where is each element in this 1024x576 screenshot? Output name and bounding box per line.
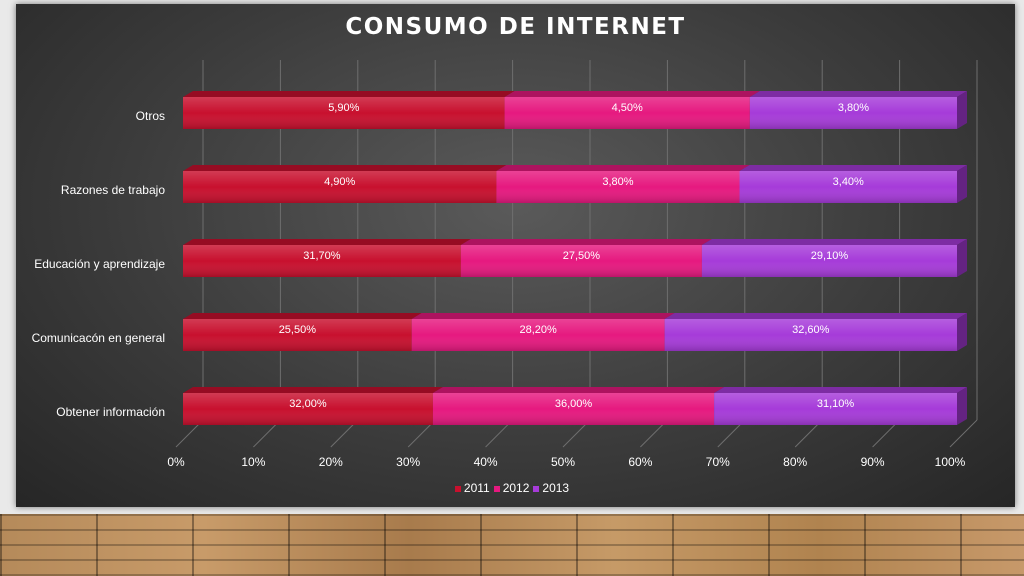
legend-item: 2012 bbox=[493, 481, 530, 495]
bar-shading bbox=[183, 97, 505, 129]
bar-top-face bbox=[183, 313, 422, 319]
bar-top-face bbox=[411, 313, 675, 319]
bar-top-face bbox=[749, 91, 967, 97]
x-tick-label: 70% bbox=[706, 455, 730, 469]
bar-end-face bbox=[957, 91, 967, 129]
x-tick-label: 30% bbox=[396, 455, 420, 469]
category-label: Razones de trabajo bbox=[61, 183, 165, 197]
x-tick-label: 90% bbox=[861, 455, 885, 469]
legend-label: 2011 bbox=[463, 481, 490, 495]
legend-item: 2013 bbox=[533, 481, 569, 495]
bar-top-face bbox=[183, 387, 443, 393]
data-label: 3,40% bbox=[833, 176, 864, 188]
bar-shading bbox=[411, 319, 665, 351]
data-label: 4,90% bbox=[324, 176, 355, 188]
bar-shading bbox=[432, 393, 715, 425]
bar-shading bbox=[701, 245, 957, 277]
bar-top-face bbox=[432, 387, 725, 393]
category-label: Obtener información bbox=[56, 405, 165, 419]
bar-top-face bbox=[183, 91, 515, 97]
data-label: 31,10% bbox=[817, 398, 855, 410]
legend-swatch bbox=[493, 485, 500, 492]
bar-top-face bbox=[714, 387, 967, 393]
bar-shading bbox=[664, 319, 957, 351]
data-label: 36,00% bbox=[555, 398, 593, 410]
data-label: 32,60% bbox=[792, 324, 830, 336]
bar-end-face bbox=[957, 165, 967, 203]
data-label: 31,70% bbox=[303, 250, 341, 262]
bar-top-face bbox=[460, 239, 712, 245]
bar-end-face bbox=[957, 239, 967, 277]
floor-gridline bbox=[949, 419, 978, 448]
bar-top-face bbox=[664, 313, 967, 319]
bar-shading bbox=[183, 171, 497, 203]
data-label: 5,90% bbox=[328, 102, 359, 114]
bar-shading bbox=[183, 245, 461, 277]
x-tick-label: 50% bbox=[551, 455, 575, 469]
legend-label: 2012 bbox=[502, 481, 530, 495]
x-tick-label: 80% bbox=[783, 455, 807, 469]
x-tick-label: 40% bbox=[474, 455, 498, 469]
data-label: 28,20% bbox=[520, 324, 558, 336]
category-label: Educación y aprendizaje bbox=[34, 257, 165, 271]
legend-swatch bbox=[454, 485, 461, 492]
bar-top-face bbox=[504, 91, 760, 97]
chart-legend: 2011 2012 2013 bbox=[0, 481, 1024, 495]
category-label: Otros bbox=[136, 109, 165, 123]
data-label: 32,00% bbox=[289, 398, 327, 410]
wood-floor-background bbox=[0, 514, 1024, 576]
legend-item: 2011 bbox=[454, 481, 490, 495]
bar-shading bbox=[183, 319, 412, 351]
category-label: Comunicacón en general bbox=[32, 331, 165, 345]
bar-shading bbox=[496, 171, 740, 203]
data-label: 27,50% bbox=[563, 250, 601, 262]
bar-shading bbox=[183, 393, 433, 425]
bar-top-face bbox=[183, 239, 471, 245]
data-label: 3,80% bbox=[838, 102, 869, 114]
legend-swatch bbox=[533, 485, 540, 492]
bar-shading bbox=[749, 97, 957, 129]
stacked-bar-chart: 0% 10% 20% 30% 40% 50% 60% 70% 80% 90% 100% Otros Ra… bbox=[32, 60, 978, 469]
x-tick-label: 60% bbox=[628, 455, 652, 469]
bar-shading bbox=[714, 393, 957, 425]
bar-top-face bbox=[183, 165, 507, 171]
x-tick-label: 10% bbox=[241, 455, 265, 469]
chart-title: CONSUMO DE INTERNET bbox=[345, 14, 686, 40]
bar-shading bbox=[460, 245, 702, 277]
data-label: 4,50% bbox=[612, 102, 643, 114]
x-tick-label: 100% bbox=[935, 455, 966, 469]
x-tick-label: 0% bbox=[167, 455, 185, 469]
x-tick-label: 20% bbox=[319, 455, 343, 469]
bar-end-face bbox=[957, 313, 967, 351]
data-label: 25,50% bbox=[279, 324, 317, 336]
data-label: 29,10% bbox=[811, 250, 849, 262]
bar-top-face bbox=[496, 165, 750, 171]
bar-shading bbox=[504, 97, 750, 129]
data-label: 3,80% bbox=[602, 176, 633, 188]
bar-end-face bbox=[957, 387, 967, 425]
bar-top-face bbox=[701, 239, 967, 245]
legend-label: 2013 bbox=[542, 481, 570, 495]
bar-top-face bbox=[739, 165, 967, 171]
bar-shading bbox=[739, 171, 957, 203]
